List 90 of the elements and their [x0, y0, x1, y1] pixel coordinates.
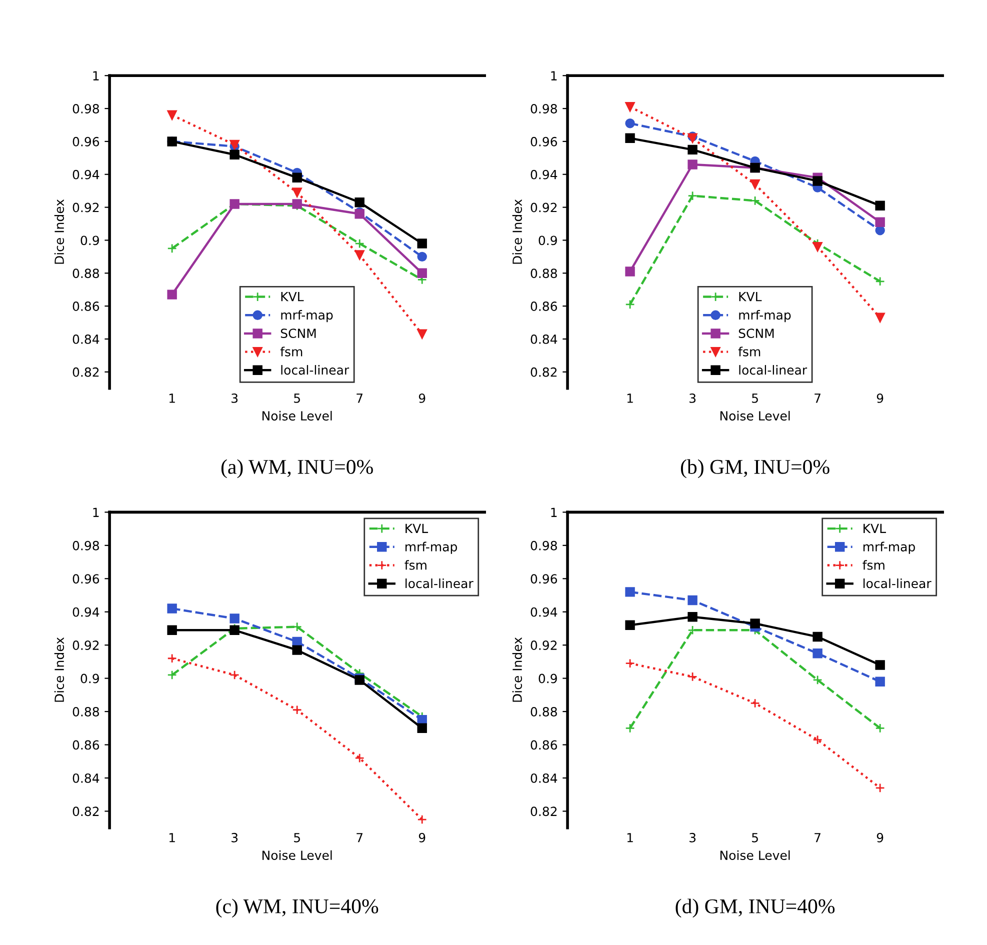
legend-label: local-linear [739, 365, 808, 375]
y-tick-label: 0.9 [538, 674, 557, 684]
y-tick-label: 0.9 [80, 236, 99, 246]
text: (c) WM, INU=40% [216, 898, 378, 918]
x-tick-label: 9 [418, 393, 426, 403]
legend-label: KVL [739, 292, 762, 302]
y-tick-label: 0.84 [530, 334, 558, 344]
x-tick-label: 7 [356, 394, 363, 403]
legend-label: local-linear [864, 578, 932, 588]
y-tick-label: 0.88 [72, 707, 99, 716]
text: (b) GM, INU=0% [680, 459, 830, 478]
y-tick-label: 0.84 [72, 773, 100, 783]
y-tick-label: 0.94 [530, 170, 558, 180]
x-tick-label: 7 [814, 833, 820, 842]
y-tick-label: 0.86 [530, 740, 558, 750]
y-tick-label: 0.88 [72, 268, 99, 278]
y-tick-label: 0.94 [72, 607, 100, 617]
x-tick-label: 3 [690, 393, 696, 403]
legend-label: KVL [406, 524, 428, 533]
y-tick-label: 0.82 [72, 806, 99, 816]
x-tick-label: 5 [294, 833, 300, 842]
y-tick-label: 0.82 [72, 367, 99, 377]
y-axis-title: Dice Index [512, 199, 522, 264]
y-tick-label: 0.82 [530, 367, 557, 377]
y-tick-label: 0.9 [538, 236, 557, 246]
y-tick-label: 1 [93, 508, 99, 517]
legend-label: fsm [280, 346, 302, 356]
y-tick-label: 1 [551, 508, 557, 517]
legend-label: mrf-map [406, 542, 457, 554]
y-tick-label: 0.86 [72, 302, 100, 312]
y-tick-label: 0.86 [530, 302, 558, 312]
legend-label: local-linear [406, 578, 474, 588]
y-tick-label: 0.92 [530, 640, 557, 650]
legend-label: KVL [281, 292, 304, 302]
y-tick-label: 1 [93, 71, 99, 80]
legend-label: mrf-map [739, 310, 791, 322]
y-tick-label: 0.94 [530, 607, 558, 617]
x-tick-label: 9 [876, 832, 884, 842]
y-tick-label: 0.88 [530, 268, 557, 278]
x-axis-title: Noise Level [262, 850, 332, 860]
y-tick-label: 0.98 [72, 540, 99, 550]
x-tick-label: 7 [356, 833, 363, 842]
y-tick-label: 0.92 [72, 640, 99, 650]
y-tick-label: 0.94 [72, 170, 100, 180]
legend-label: fsm [404, 560, 426, 570]
x-axis-title: Noise Level [262, 410, 332, 421]
x-tick-label: 9 [418, 832, 426, 842]
y-tick-label: 0.84 [72, 334, 100, 344]
legend-label: SCNM [738, 328, 774, 338]
legend-label: fsm [738, 346, 760, 356]
y-tick-label: 0.96 [72, 136, 100, 146]
y-tick-label: 0.9 [80, 674, 99, 684]
legend-label: mrf-map [281, 310, 333, 322]
x-tick-label: 5 [752, 833, 758, 842]
y-tick-label: 0.96 [530, 574, 558, 584]
y-axis-title: Dice Index [512, 637, 522, 702]
x-tick-label: 3 [232, 832, 238, 842]
y-tick-label: 0.92 [72, 202, 99, 212]
x-tick-label: 5 [294, 394, 300, 403]
x-tick-label: 3 [690, 832, 696, 842]
y-tick-label: 0.98 [530, 104, 557, 114]
y-tick-label: 0.96 [530, 136, 558, 146]
x-tick-label: 1 [627, 833, 633, 842]
x-tick-label: 5 [752, 394, 758, 403]
x-axis-title: Noise Level [720, 850, 790, 860]
y-tick-label: 0.82 [530, 806, 557, 816]
legend-label: KVL [864, 524, 886, 533]
y-tick-label: 1 [551, 71, 557, 80]
legend-label: mrf-map [863, 542, 915, 554]
text: (d) GM, INU=40% [676, 898, 835, 918]
y-tick-label: 0.88 [530, 707, 557, 716]
x-axis-title: Noise Level [720, 410, 790, 421]
text: (a) WM, INU=0% [221, 459, 373, 478]
y-tick-label: 0.92 [530, 202, 557, 212]
x-tick-label: 1 [169, 394, 175, 403]
x-tick-label: 7 [814, 394, 820, 403]
x-tick-label: 1 [627, 394, 633, 403]
x-tick-label: 9 [876, 393, 884, 403]
y-tick-label: 0.84 [530, 773, 558, 783]
y-tick-label: 0.86 [72, 740, 100, 750]
y-axis-title: Dice Index [54, 199, 64, 264]
y-tick-label: 0.96 [72, 574, 100, 584]
y-axis-title: Dice Index [54, 637, 64, 702]
legend-label: SCNM [280, 328, 316, 338]
legend-label: local-linear [281, 365, 350, 375]
legend-label: fsm [862, 560, 884, 570]
y-tick-label: 0.98 [530, 540, 557, 550]
x-tick-label: 3 [232, 393, 238, 403]
x-tick-label: 1 [169, 833, 175, 842]
y-tick-label: 0.98 [72, 104, 99, 114]
